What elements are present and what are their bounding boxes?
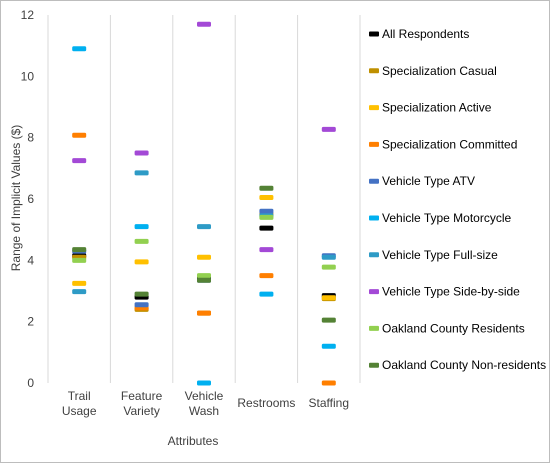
marker-series-8-cat-1: [134, 238, 149, 244]
y-tick-label: 4: [27, 253, 34, 267]
legend-label: Vehicle Type Side-by-side: [382, 285, 520, 299]
marker-series-8-cat-3: [259, 214, 274, 220]
legend-label: All Respondents: [382, 27, 469, 41]
legend-label: Vehicle Type ATV: [382, 174, 475, 188]
marker-series-9-cat-0: [72, 247, 87, 253]
legend: All Respondents Specialization Casual Spec…: [369, 27, 546, 372]
legend-label: Oakland County Residents: [382, 321, 525, 335]
y-tick-label: 6: [27, 192, 34, 206]
marker-series-7-cat-3: [259, 247, 274, 253]
x-axis-title: Attributes: [168, 434, 219, 448]
marker-series-2-cat-1: [134, 259, 149, 265]
x-tick-label-line: Variety: [123, 404, 159, 418]
x-tick-label-line: Usage: [62, 404, 97, 418]
marker-series-5-cat-4: [321, 343, 336, 349]
marker-series-9-cat-2: [197, 277, 211, 283]
marker-series-8-cat-4: [321, 264, 336, 270]
legend-swatch: [369, 252, 379, 258]
legend-label: Vehicle Type Full-size: [382, 248, 498, 262]
x-tick-label-line: Trail: [68, 389, 91, 403]
marker-series-3-cat-0: [72, 132, 87, 138]
marker-series-8-cat-2: [197, 273, 211, 279]
marker-series-3-cat-4: [321, 380, 336, 386]
legend-swatch: [369, 105, 379, 111]
marker-series-6-cat-4: [321, 254, 336, 260]
marker-series-4-cat-1: [134, 302, 149, 308]
marker-series-7-cat-1: [134, 150, 149, 156]
y-tick-label: 12: [21, 8, 35, 22]
x-tick-label: Staffing: [309, 396, 349, 410]
legend-swatch: [369, 68, 379, 74]
marker-series-3-cat-2: [197, 310, 211, 316]
x-tick-label-line: Vehicle: [185, 389, 224, 403]
marker-series-2-cat-0: [72, 280, 87, 286]
marker-series-5-cat-2: [197, 380, 211, 386]
x-tick-label: Feature Variety: [121, 389, 163, 418]
legend-swatch: [369, 289, 379, 295]
y-tick-label: 8: [27, 131, 34, 145]
x-tick-label: Trail Usage: [62, 389, 97, 418]
marker-series-2-cat-2: [197, 254, 211, 260]
y-tick-label: 2: [27, 315, 34, 329]
x-tick-label: Vehicle Wash: [185, 389, 224, 418]
marker-series-5-cat-0: [72, 46, 87, 52]
data-markers: [72, 21, 336, 386]
legend-swatch: [369, 215, 379, 221]
y-tick-label: 10: [21, 69, 35, 83]
x-tick-label-line: Restrooms: [237, 396, 295, 410]
legend-label: Oakland County Non-residents: [382, 358, 546, 372]
marker-series-6-cat-1: [134, 170, 149, 176]
marker-series-5-cat-1: [134, 224, 149, 230]
marker-series-9-cat-3: [259, 185, 274, 191]
marker-series-8-cat-0: [72, 257, 87, 263]
marker-series-5-cat-3: [259, 291, 274, 297]
marker-series-4-cat-3: [259, 208, 274, 214]
legend-label: Specialization Casual: [382, 64, 497, 78]
marker-series-2-cat-4: [321, 295, 336, 301]
marker-series-7-cat-0: [72, 158, 87, 164]
legend-swatch: [369, 178, 379, 184]
marker-series-7-cat-2: [197, 21, 211, 27]
legend-label: Specialization Active: [382, 101, 492, 115]
marker-series-2-cat-3: [259, 194, 274, 200]
y-axis-title: Range of Implicit Values ($): [9, 125, 23, 272]
legend-swatch: [369, 31, 379, 37]
legend-label: Vehicle Type Motorcycle: [382, 211, 512, 225]
x-tick-label: Restrooms: [237, 396, 295, 410]
y-axis-ticks: 0 2 4 6 8 10 12: [21, 8, 35, 390]
marker-series-3-cat-3: [259, 273, 274, 279]
gridlines: [47, 15, 361, 383]
marker-series-9-cat-4: [321, 317, 336, 323]
x-axis-ticks: Trail Usage Feature Variety Vehicle Wash Restr…: [62, 389, 349, 418]
legend-label: Specialization Committed: [382, 137, 517, 151]
marker-series-6-cat-0: [72, 289, 87, 295]
marker-series-0-cat-3: [259, 225, 274, 231]
marker-series-9-cat-1: [134, 291, 149, 297]
marker-series-7-cat-4: [321, 126, 336, 132]
y-tick-label: 0: [27, 376, 34, 390]
x-tick-label-line: Wash: [189, 404, 219, 418]
legend-swatch: [369, 362, 379, 368]
x-tick-label-line: Staffing: [309, 396, 349, 410]
legend-swatch: [369, 141, 379, 147]
legend-swatch: [369, 325, 379, 331]
x-tick-label-line: Feature: [121, 389, 163, 403]
marker-series-6-cat-2: [197, 224, 211, 230]
